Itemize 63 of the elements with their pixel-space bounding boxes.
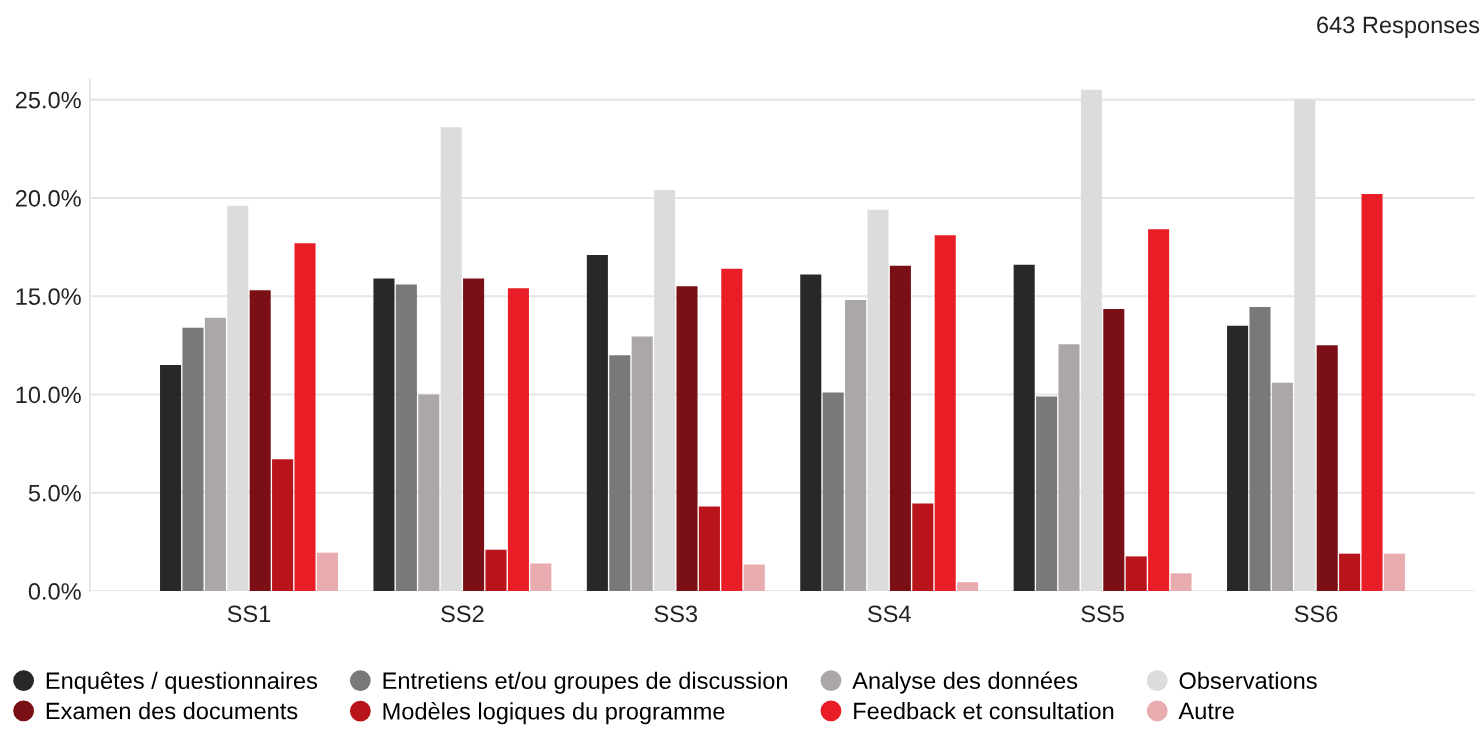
bar [1125, 556, 1147, 591]
bar [957, 582, 979, 591]
bar [373, 278, 395, 591]
bar [1103, 308, 1125, 591]
bar [316, 552, 338, 591]
bar [1271, 382, 1293, 591]
bar [1339, 553, 1361, 591]
y-tick-label: 0.0% [28, 583, 81, 600]
bar [294, 243, 316, 591]
bar [822, 392, 844, 591]
bar [485, 549, 507, 591]
bar [800, 274, 822, 591]
bar [721, 268, 743, 591]
bar [182, 327, 204, 591]
bar [889, 265, 911, 591]
bar [395, 284, 417, 591]
bar [1170, 573, 1192, 591]
bar [1227, 325, 1249, 591]
bar [912, 503, 934, 591]
legend-label: Autre [1178, 702, 1234, 720]
bar [586, 254, 608, 591]
bar [418, 394, 440, 591]
x-tick-label: SS1 [227, 605, 271, 623]
bar [845, 300, 867, 591]
legend-label: Entretiens et/ou groupes de discussion [383, 671, 787, 694]
y-tick-label: 20.0% [15, 189, 81, 207]
legend-label: Examen des documents [46, 701, 298, 720]
bar [204, 317, 226, 591]
y-tick-label: 10.0% [16, 386, 81, 404]
bar [698, 506, 720, 591]
legend-label: Enquêtes / questionnaires [46, 671, 318, 694]
x-tick-label: SS6 [1294, 605, 1338, 623]
x-tick-label: SS3 [654, 605, 698, 623]
y-tick-label: 5.0% [28, 484, 81, 502]
legend-label: Feedback et consultation [854, 701, 1114, 720]
legend-label: Analyse des données [852, 671, 1078, 694]
bar [272, 459, 294, 591]
bar [1249, 307, 1271, 591]
legend-label: Observations [1179, 671, 1317, 690]
bar [1383, 553, 1405, 591]
bar [160, 364, 182, 591]
bar [507, 288, 529, 591]
x-tick-label: SS4 [867, 605, 911, 623]
bar [1361, 193, 1383, 591]
bar [609, 355, 631, 591]
bar [463, 278, 485, 591]
bar [1316, 345, 1338, 591]
bar [934, 235, 956, 591]
bar [1036, 396, 1058, 591]
bar [676, 286, 698, 591]
bar [1058, 344, 1080, 591]
x-tick-label: SS5 [1081, 605, 1124, 623]
y-tick-label: 25.0% [15, 91, 81, 109]
bar [743, 564, 765, 591]
legend-label: Modèles logiques du programme [383, 701, 725, 725]
text: 643 Responses [1317, 16, 1480, 38]
bar [631, 336, 653, 591]
bar [249, 290, 271, 591]
bar [1148, 229, 1170, 591]
bar [1013, 264, 1035, 591]
x-tick-label: SS2 [441, 605, 484, 623]
y-tick-label: 15.0% [16, 288, 81, 305]
bar [530, 563, 552, 591]
